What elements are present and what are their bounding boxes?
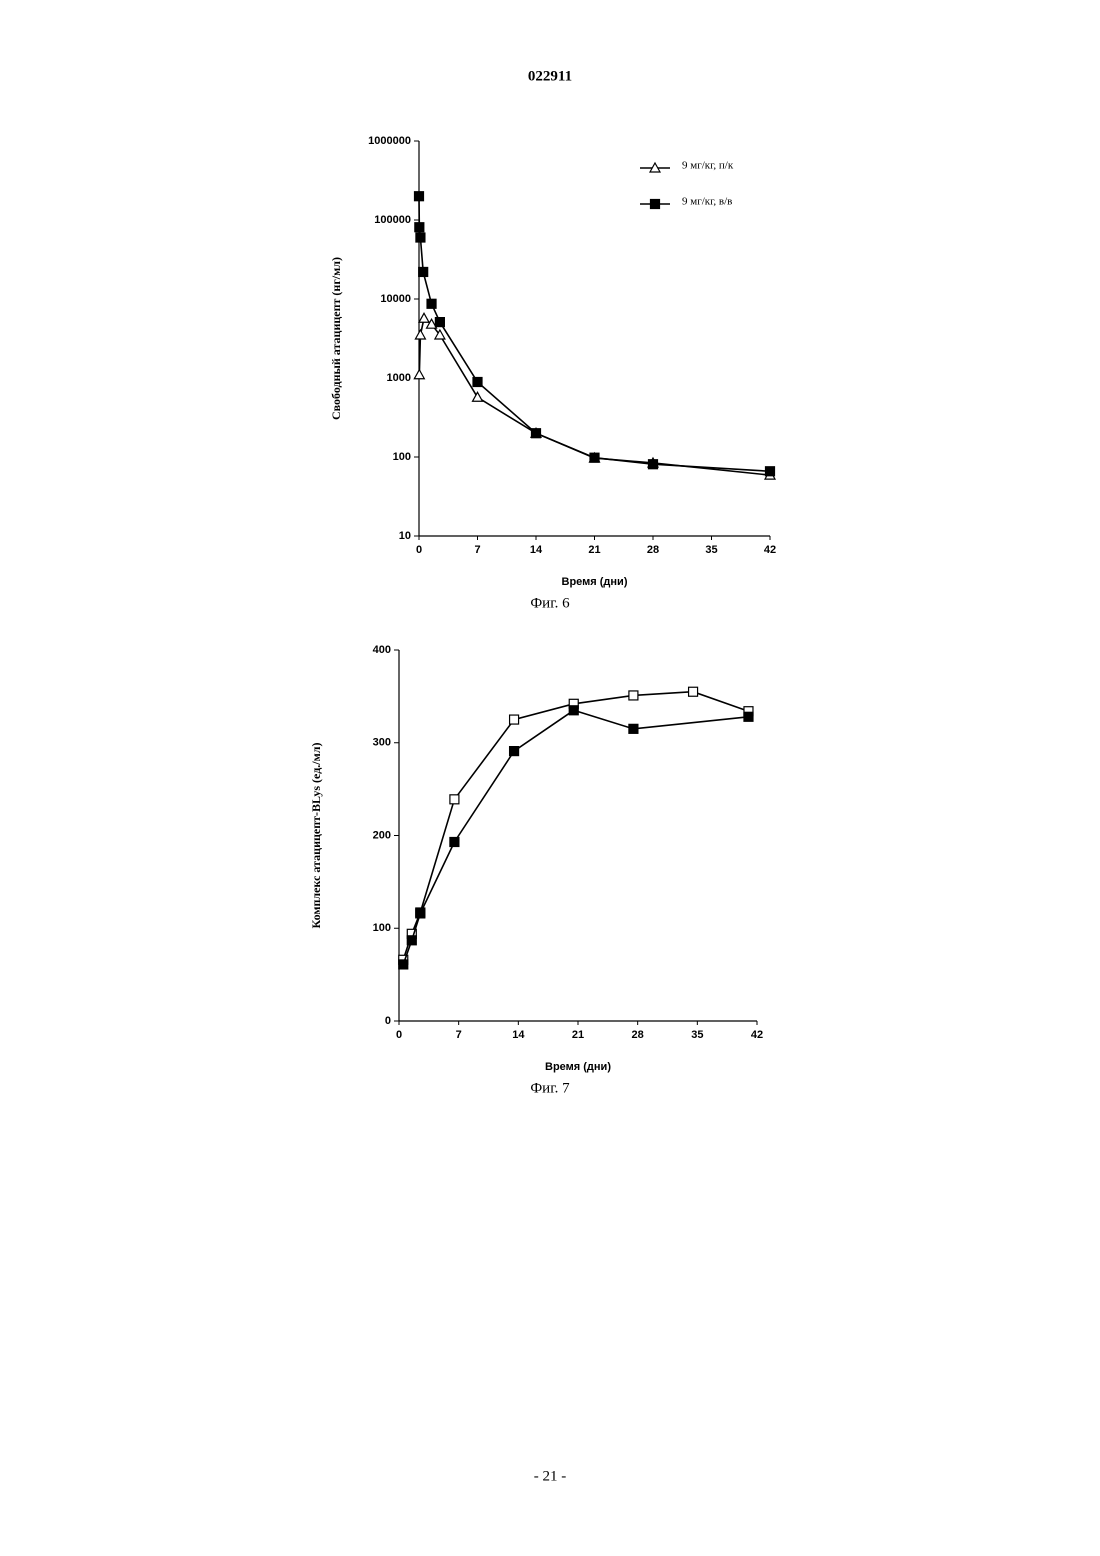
x-tick-label: 0 [396, 1029, 402, 1041]
x-tick-label: 42 [764, 544, 776, 556]
marker [415, 330, 425, 339]
x-tick-label: 28 [632, 1029, 644, 1041]
y-axis-label: Свободный атацицепт (нг/мл) [329, 257, 343, 420]
marker [590, 453, 599, 462]
marker [416, 233, 425, 242]
x-tick-label: 35 [705, 544, 717, 556]
marker [415, 192, 424, 201]
figure-caption: Фиг. 6 [530, 595, 570, 611]
x-tick-label: 21 [572, 1029, 584, 1041]
x-tick-label: 21 [588, 544, 600, 556]
page: 022911 - 21 - 10100100010000100000100000… [0, 0, 1100, 1556]
x-axis-label: Время (дни) [545, 1061, 611, 1073]
marker [419, 313, 429, 322]
marker [532, 429, 541, 438]
y-tick-label: 300 [373, 737, 391, 749]
x-tick-label: 0 [416, 544, 422, 556]
figure-caption: Фиг. 7 [530, 1080, 570, 1096]
marker [649, 460, 658, 469]
x-tick-label: 28 [647, 544, 659, 556]
y-tick-label: 10 [399, 530, 411, 542]
legend-marker [651, 200, 660, 209]
y-tick-label: 1000 [387, 372, 411, 384]
y-tick-label: 400 [373, 644, 391, 656]
marker [435, 318, 444, 327]
marker [419, 267, 428, 276]
marker [689, 687, 698, 696]
marker [629, 691, 638, 700]
marker [629, 724, 638, 733]
y-tick-label: 200 [373, 829, 391, 841]
marker [744, 712, 753, 721]
marker [473, 377, 482, 386]
series-line [403, 692, 748, 960]
x-axis-label: Время (дни) [562, 576, 628, 588]
page-footer: - 21 - [534, 1468, 567, 1484]
marker [450, 795, 459, 804]
marker [510, 715, 519, 724]
x-tick-label: 7 [456, 1029, 462, 1041]
x-tick-label: 7 [474, 544, 480, 556]
marker [510, 747, 519, 756]
marker [427, 299, 436, 308]
y-tick-label: 0 [385, 1015, 391, 1027]
marker [414, 370, 424, 379]
y-tick-label: 100000 [374, 214, 411, 226]
marker [399, 960, 408, 969]
x-tick-label: 35 [691, 1029, 703, 1041]
page-number-header: 022911 [528, 68, 572, 84]
series-line [419, 196, 770, 471]
marker [415, 223, 424, 232]
y-tick-label: 100 [373, 922, 391, 934]
x-tick-label: 42 [751, 1029, 763, 1041]
marker [473, 392, 483, 401]
y-tick-label: 100 [393, 451, 411, 463]
y-tick-label: 1000000 [368, 135, 411, 147]
legend-label: 9 мг/кг, в/в [682, 196, 732, 208]
marker [450, 837, 459, 846]
marker [407, 936, 416, 945]
x-tick-label: 14 [530, 544, 543, 556]
marker [416, 909, 425, 918]
x-tick-label: 14 [512, 1029, 525, 1041]
series-line [419, 318, 770, 475]
y-tick-label: 10000 [380, 293, 411, 305]
marker [766, 467, 775, 476]
y-axis-label: Комплекс атацицепт-BLys (ед./мл) [309, 742, 323, 928]
marker [569, 706, 578, 715]
legend-label: 9 мг/кг, п/к [682, 160, 734, 172]
